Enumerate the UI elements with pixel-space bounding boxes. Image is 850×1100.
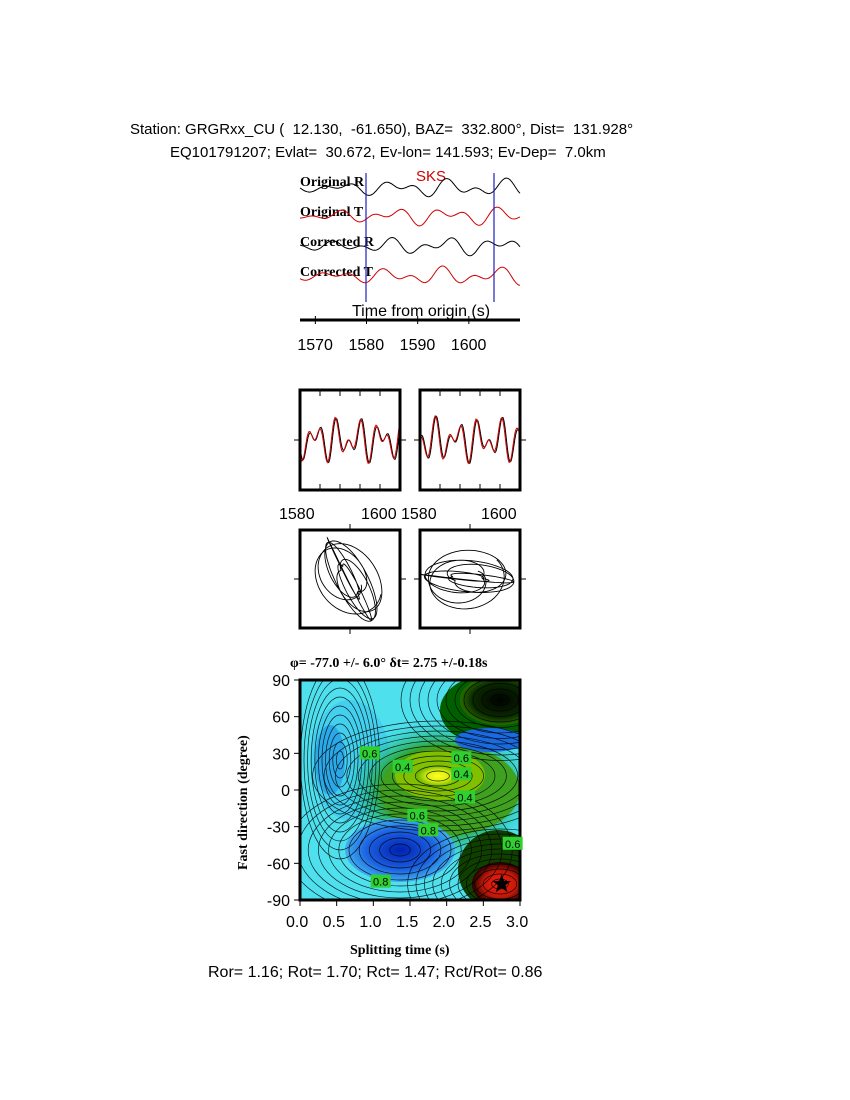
trace-label-original-t: Original T <box>300 205 364 220</box>
trace-line <box>299 177 521 198</box>
contour-label: 0.6 <box>454 753 469 765</box>
y-tick-label: -30 <box>267 820 290 837</box>
particle-path <box>314 536 383 622</box>
x-axis-label: Splitting time (s) <box>350 943 450 958</box>
waveform-panel-right <box>418 388 522 492</box>
time-tick-label: 1600 <box>451 337 487 354</box>
wf-tick-1580-left: 1580 <box>279 506 315 523</box>
time-tick-label: 1590 <box>400 337 436 354</box>
waveform-trace <box>419 415 521 464</box>
particle-motion-left <box>298 528 402 630</box>
trace-line <box>299 206 521 227</box>
x-tick-label: 2.5 <box>469 914 491 931</box>
contour-label: 0.8 <box>373 877 388 889</box>
contour-label: 0.4 <box>457 792 472 804</box>
header-line2: EQ101791207; Evlat= 30.672, Ev-lon= 141.… <box>170 144 606 161</box>
trace-line <box>299 236 521 257</box>
y-tick-label: 60 <box>272 710 290 727</box>
grid-search-chart: 0.6 0.4 0.4 0.6 0.8 0.6 0.8 0.6 0.4 0.0 0.5 1.0 1.5… <box>236 656 528 958</box>
contour-label: 0.4 <box>395 762 410 774</box>
x-tick-label: 0.0 <box>286 914 308 931</box>
trace-label-original-r: Original R <box>300 175 365 190</box>
footer-ratios: Ror= 1.16; Rot= 1.70; Rct= 1.47; Rct/Rot… <box>208 964 543 981</box>
waveform-panel-left <box>298 388 402 492</box>
traces-panel: SKS Original R Original T Corrected R Co… <box>297 168 521 354</box>
time-tick-label: 1580 <box>349 337 385 354</box>
header-line1: Station: GRGRxx_CU ( 12.130, -61.650), B… <box>130 121 634 138</box>
time-tick-label: 1570 <box>297 337 333 354</box>
y-tick-label: 90 <box>272 673 290 690</box>
y-tick-label: -90 <box>267 893 290 910</box>
y-axis-label: Fast direction (degree) <box>236 735 251 870</box>
waveform-trace <box>419 415 521 465</box>
trace-line <box>299 265 521 286</box>
contour-label: 0.6 <box>410 811 425 823</box>
y-tick-label: 0 <box>281 783 290 800</box>
x-tick-label: 2.0 <box>433 914 455 931</box>
x-tick-label: 1.0 <box>359 914 381 931</box>
y-tick-label: -60 <box>267 856 290 873</box>
particle-path <box>420 549 515 610</box>
wf-tick-1600-right: 1600 <box>481 506 517 523</box>
waveform-trace <box>299 416 401 464</box>
best-fit-star <box>492 874 512 893</box>
chart-title: φ= -77.0 +/- 6.0° δt= 2.75 +/-0.18s <box>290 656 488 671</box>
x-tick-label: 0.5 <box>323 914 345 931</box>
contour-label: 0.6 <box>362 748 377 760</box>
x-tick-label: 3.0 <box>506 914 528 931</box>
x-tick-label: 1.5 <box>396 914 418 931</box>
phase-label: SKS <box>416 168 446 185</box>
time-axis-label: Time from origin (s) <box>352 303 490 320</box>
wf-tick-1580-right: 1580 <box>401 506 437 523</box>
contour-label: 0.6 <box>505 839 520 851</box>
contour-label: 0.4 <box>454 769 469 781</box>
contour-label: 0.8 <box>421 825 436 837</box>
wf-tick-1600-left: 1600 <box>361 506 397 523</box>
trace-label-corrected-t: Corrected T <box>300 265 374 280</box>
particle-motion-right <box>418 528 522 630</box>
y-tick-label: 30 <box>272 746 290 763</box>
